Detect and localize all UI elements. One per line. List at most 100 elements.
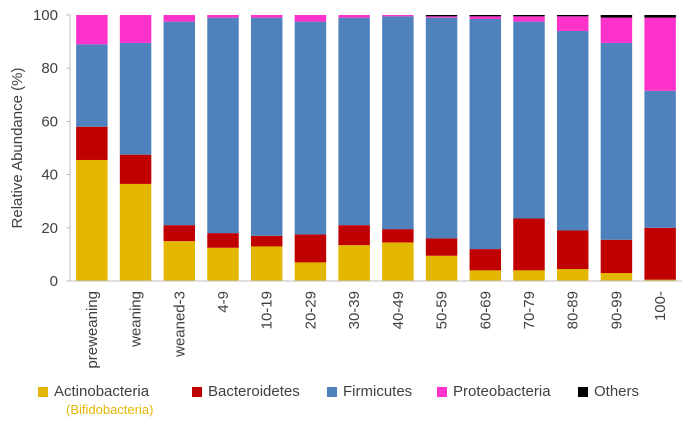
legend-swatch-actinobacteria <box>38 386 48 397</box>
bar-segment-proteobacteria-60-69 <box>469 16 502 19</box>
bar-segment-bacteroidetes-80-89 <box>556 230 589 270</box>
y-tick-label-60: 60 <box>41 113 58 130</box>
bar-segment-bacteroidetes-70-79 <box>513 218 545 271</box>
bar-segment-actinobacteria-100- <box>644 279 676 281</box>
bar-segment-bacteroidetes-preweaning <box>76 126 108 160</box>
bar-segment-firmicutes-20-29 <box>294 21 327 235</box>
x-tick-label-60-69: 60-69 <box>477 291 494 329</box>
bar-segment-actinobacteria-30-39 <box>338 245 370 281</box>
bar-segment-actinobacteria-20-29 <box>294 262 327 281</box>
legend-label-actinobacteria: Actinobacteria <box>54 383 150 400</box>
bar-segment-actinobacteria-90-99 <box>600 273 633 281</box>
bar-segment-proteobacteria-30-39 <box>338 15 370 18</box>
x-tick-label-80-89: 80-89 <box>565 291 582 329</box>
bar-segment-firmicutes-90-99 <box>600 42 633 240</box>
bar-segment-firmicutes-weaned-3 <box>163 21 196 226</box>
x-tick-label-preweaning: preweaning <box>84 291 101 369</box>
x-tick-label-weaning: weaning <box>128 291 145 348</box>
bar-segment-actinobacteria-80-89 <box>556 269 589 281</box>
bar-segment-proteobacteria-preweaning <box>76 15 108 45</box>
bar-segment-firmicutes-80-89 <box>556 30 589 231</box>
legend-item-bacteroidetes: Bacteroidetes <box>192 383 300 400</box>
legend-label-proteobacteria: Proteobacteria <box>453 383 551 400</box>
bar-segment-others-50-59 <box>425 15 458 17</box>
bar-segment-proteobacteria-4-9 <box>207 15 239 18</box>
bar-segment-firmicutes-4-9 <box>207 17 239 234</box>
x-tick-label-70-79: 70-79 <box>521 291 538 329</box>
bar-segment-bacteroidetes-50-59 <box>425 238 458 256</box>
bar-segment-firmicutes-70-79 <box>513 21 545 219</box>
legend-item-proteobacteria: Proteobacteria <box>437 383 551 400</box>
bar-segment-proteobacteria-70-79 <box>513 16 545 22</box>
bar-segment-actinobacteria-weaned-3 <box>163 241 196 281</box>
y-tick-label-80: 80 <box>41 60 58 77</box>
legend-item-actinobacteria: Actinobacteria <box>38 383 149 400</box>
y-tick-label-0: 0 <box>50 273 58 290</box>
legend-item-others: Others <box>578 383 639 400</box>
x-tick-label-100-: 100- <box>652 291 669 321</box>
legend-swatch-others <box>578 386 588 397</box>
x-tick-label-10-19: 10-19 <box>259 291 276 329</box>
bar-segment-firmicutes-preweaning <box>76 44 108 127</box>
bar-segment-firmicutes-weaning <box>119 42 152 155</box>
bar-segment-actinobacteria-50-59 <box>425 255 458 281</box>
legend-note-bifidobacteria: (Bifidobacteria) <box>66 402 154 417</box>
bar-segment-proteobacteria-40-49 <box>382 15 414 17</box>
bar-segment-others-100- <box>644 15 676 18</box>
bar-segment-bacteroidetes-10-19 <box>250 235 283 247</box>
bar-segment-proteobacteria-50-59 <box>425 16 458 18</box>
bar-segment-others-80-89 <box>556 15 589 17</box>
bar-segment-bacteroidetes-30-39 <box>338 225 370 246</box>
bar-segment-firmicutes-50-59 <box>425 17 458 239</box>
bar-segment-firmicutes-30-39 <box>338 17 370 226</box>
bar-segment-bacteroidetes-20-29 <box>294 234 327 263</box>
bar-segment-others-60-69 <box>469 15 502 17</box>
legend-swatch-proteobacteria <box>437 386 447 397</box>
x-tick-label-50-59: 50-59 <box>434 291 451 329</box>
axis-layer <box>66 14 682 282</box>
y-tick-label-20: 20 <box>41 220 58 237</box>
bar-segment-proteobacteria-weaned-3 <box>163 15 196 22</box>
y-tick-label-100: 100 <box>33 7 58 24</box>
legend-swatch-firmicutes <box>327 386 337 397</box>
bar-segment-bacteroidetes-4-9 <box>207 233 239 248</box>
legend-label-firmicutes: Firmicutes <box>343 383 413 400</box>
x-tick-label-30-39: 30-39 <box>346 291 363 329</box>
bar-segment-firmicutes-100- <box>644 90 676 228</box>
legend-label-bacteroidetes: Bacteroidetes <box>208 383 300 400</box>
bar-segment-firmicutes-10-19 <box>250 17 283 236</box>
bar-segment-proteobacteria-weaning <box>119 15 152 43</box>
bar-segment-bacteroidetes-40-49 <box>382 229 414 243</box>
bar-segment-bacteroidetes-weaning <box>119 154 152 184</box>
bar-segment-firmicutes-40-49 <box>382 16 414 230</box>
bars-layer <box>76 15 676 281</box>
bar-segment-others-90-99 <box>600 15 633 18</box>
legend-label-others: Others <box>594 383 640 400</box>
bar-segment-bacteroidetes-90-99 <box>600 239 633 274</box>
bar-segment-proteobacteria-10-19 <box>250 15 283 18</box>
label-layer: preweaning weaning weaned-3 4-9 10-19 20-29 30… <box>9 7 669 369</box>
y-tick-label-40: 40 <box>41 167 58 184</box>
x-tick-label-weaned-3: weaned-3 <box>171 291 188 358</box>
legend-swatch-bacteroidetes <box>192 386 202 397</box>
x-tick-label-40-49: 40-49 <box>390 291 407 329</box>
bar-segment-actinobacteria-4-9 <box>207 247 239 281</box>
x-tick-label-4-9: 4-9 <box>215 291 232 313</box>
x-tick-label-90-99: 90-99 <box>608 291 625 329</box>
bar-segment-proteobacteria-80-89 <box>556 16 589 31</box>
bar-segment-proteobacteria-90-99 <box>600 17 633 43</box>
bar-segment-bacteroidetes-100- <box>644 227 676 280</box>
chart-legend: Actinobacteria (Bifidobacteria) Bacteroi… <box>38 383 678 423</box>
bar-segment-actinobacteria-10-19 <box>250 246 283 281</box>
bar-segment-bacteroidetes-60-69 <box>469 249 502 271</box>
bar-segment-firmicutes-60-69 <box>469 18 502 250</box>
y-axis-title: Relative Abundance (%) <box>9 68 26 229</box>
bar-segment-actinobacteria-preweaning <box>76 159 108 281</box>
bar-segment-actinobacteria-70-79 <box>513 270 545 281</box>
bar-segment-proteobacteria-20-29 <box>294 15 327 22</box>
bar-segment-others-70-79 <box>513 15 545 17</box>
bar-segment-actinobacteria-40-49 <box>382 242 414 281</box>
x-tick-label-20-29: 20-29 <box>302 291 319 329</box>
